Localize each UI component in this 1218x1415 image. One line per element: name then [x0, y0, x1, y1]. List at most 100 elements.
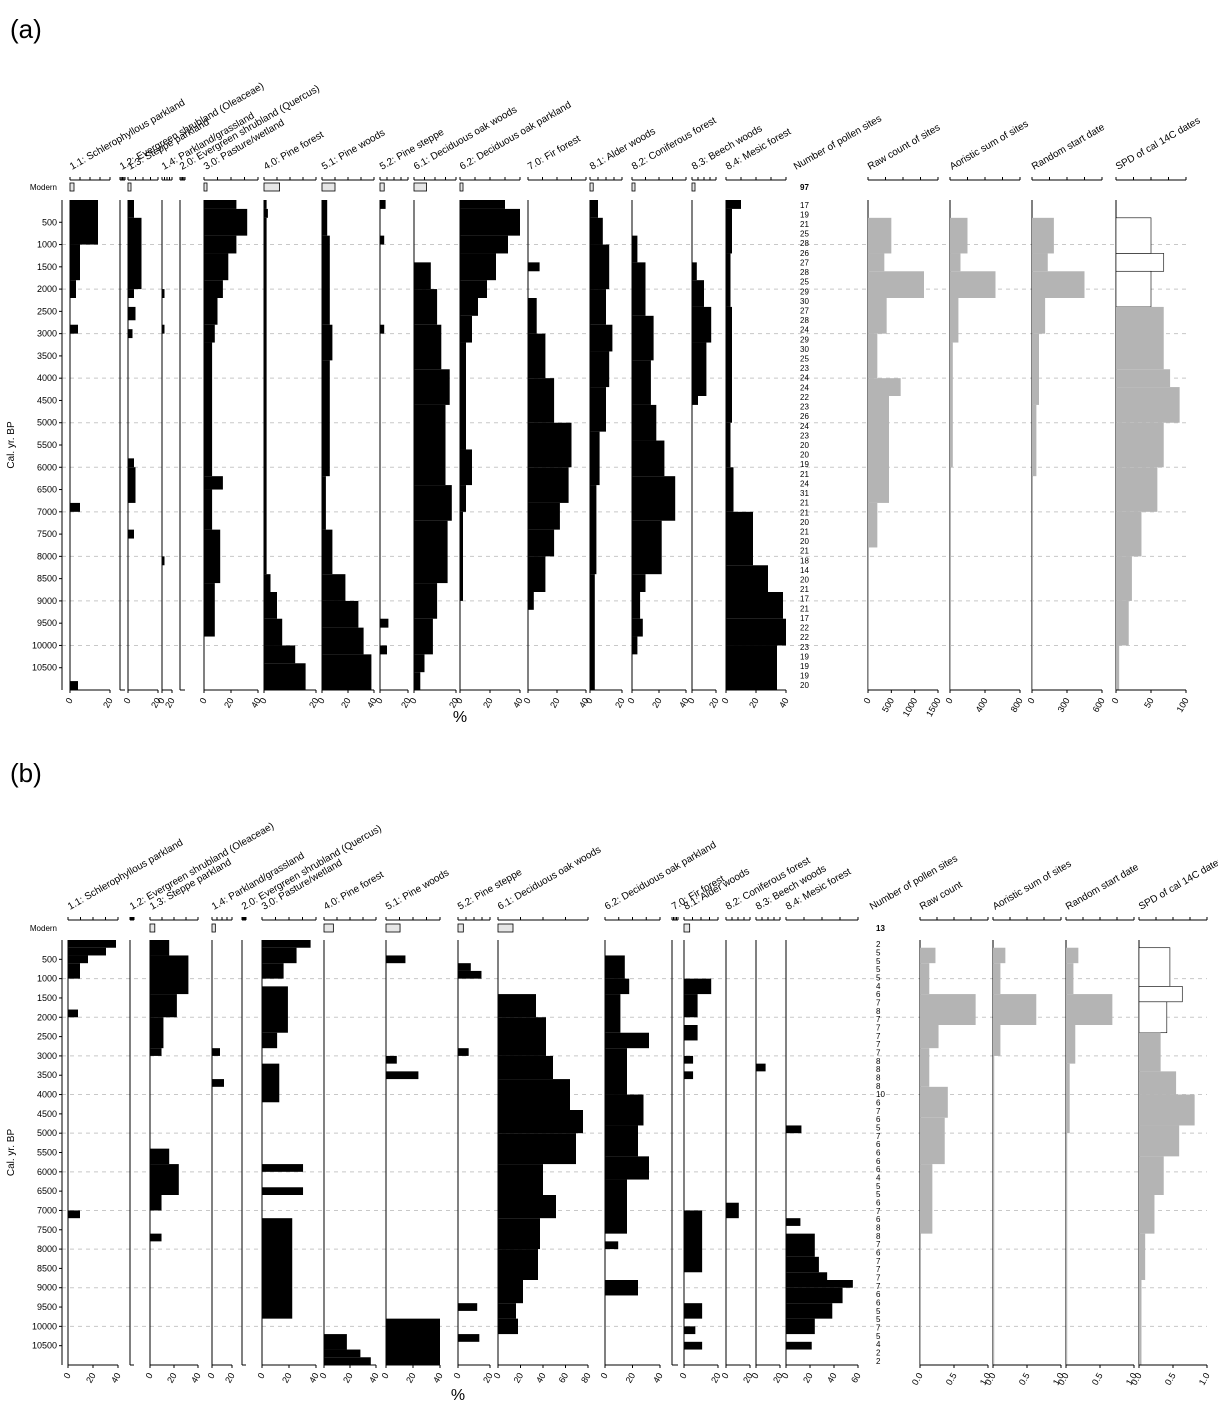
pct-bar: [150, 940, 170, 956]
summary-bar: [920, 994, 976, 1025]
pct-bar: [498, 1318, 518, 1335]
modern-bar: [413, 182, 428, 192]
n-sites-value: 19: [800, 662, 809, 671]
pct-bar: [460, 253, 496, 281]
pct-bar: [150, 955, 189, 995]
y-tick-label: 6000: [37, 1167, 57, 1177]
y-tick-label: 7500: [37, 1225, 57, 1235]
pct-bar: [414, 262, 431, 290]
pct-bar: [756, 1063, 766, 1072]
pct-bar: [460, 511, 463, 601]
summary-bar: [993, 963, 1001, 995]
pct-bar: [414, 324, 442, 370]
pct-bar: [204, 342, 213, 477]
n-sites-value: 8: [876, 1224, 881, 1233]
bottom-tick-label: 0: [62, 1371, 73, 1380]
bottom-tick-label: 20: [771, 1371, 785, 1385]
y-tick-label: 3500: [37, 351, 57, 361]
n-sites-value: 18: [800, 556, 809, 565]
summary-bar: [950, 271, 996, 298]
pct-bar: [322, 529, 333, 575]
pct-bar: [786, 1125, 802, 1134]
pct-bar: [684, 1303, 703, 1319]
summary-bar: [920, 963, 930, 995]
pct-bar: [684, 1326, 696, 1335]
bottom-tick-label: 20: [741, 1371, 755, 1385]
bottom-tick-label: 0: [584, 696, 595, 705]
summary-bar: [920, 1086, 948, 1118]
pct-bar: [726, 592, 783, 619]
pct-bar: [498, 1017, 546, 1056]
summary-bar: [1139, 1094, 1195, 1126]
modern-bar: [203, 182, 208, 192]
pct-bar: [590, 217, 603, 245]
summary-title: Random start date: [1030, 122, 1107, 173]
bottom-tick-label: 0.5: [1017, 1371, 1032, 1387]
n-sites-value: 8: [876, 1232, 881, 1241]
n-sites-value: 5: [876, 1182, 881, 1191]
n-sites-value: 20: [800, 576, 809, 585]
pct-bar: [460, 298, 478, 316]
n-sites-value: 20: [800, 681, 809, 690]
pct-bar: [264, 200, 267, 209]
bottom-tick-label: 40: [431, 1371, 445, 1385]
pct-bar: [590, 244, 610, 290]
pct-bar: [262, 940, 311, 948]
summary-bar: [920, 1117, 945, 1165]
y-axis-title: Cal. yr. BP: [6, 1129, 17, 1177]
bottom-tick-label: 0: [256, 1371, 267, 1380]
summary-bar: [868, 298, 887, 334]
pct-bar: [460, 315, 472, 343]
pct-bar: [590, 485, 597, 575]
pct-bar: [380, 235, 385, 245]
bottom-tick-label: 0: [374, 696, 385, 705]
n-sites-value: 24: [800, 383, 809, 392]
pct-bar: [726, 200, 741, 209]
summary-bar: [920, 1048, 930, 1087]
pct-bar: [726, 208, 732, 254]
pct-bar: [590, 289, 606, 325]
summary-bar: [993, 1055, 995, 1365]
n-sites-value: 21: [800, 585, 809, 594]
pct-bar: [528, 378, 555, 423]
pct-bar: [726, 467, 734, 512]
n-sites-value: 30: [800, 297, 809, 306]
pct-bar: [204, 324, 215, 343]
summary-bar: [920, 1025, 939, 1049]
pct-bar: [68, 940, 116, 948]
n-sites-value: 7: [876, 1049, 881, 1058]
summary-bar: [1116, 306, 1164, 370]
pct-bar: [162, 556, 165, 566]
bottom-tick-label: 20: [613, 696, 627, 710]
modern-bar: [127, 182, 132, 192]
y-tick-label: 8500: [37, 574, 57, 584]
modern-bar: [631, 182, 636, 192]
bottom-tick-label: 0: [318, 1371, 329, 1380]
n-sites-value: 7: [876, 1274, 881, 1283]
n-sites-value: 5: [876, 1315, 881, 1324]
y-tick-label: 7500: [37, 529, 57, 539]
pct-bar: [684, 1341, 703, 1350]
bottom-tick-label: 0.5: [1090, 1371, 1105, 1387]
pct-bar: [684, 1055, 694, 1064]
y-tick-label: 9000: [37, 1283, 57, 1293]
pct-bar: [150, 1164, 179, 1195]
summary-bar: [1066, 1133, 1068, 1365]
n-sites-value: 28: [800, 239, 809, 248]
n-sites-value: 21: [800, 220, 809, 229]
summary-bar: [868, 396, 889, 503]
bottom-tick-label: 20: [709, 1371, 723, 1385]
taxon-title: 4.0: Pine forest: [262, 129, 326, 172]
pct-bar: [68, 963, 80, 979]
n-sites-value: 2: [876, 940, 881, 949]
summary-bar: [1032, 404, 1037, 477]
pct-bar: [262, 963, 284, 979]
bottom-tick-label: 1.0: [1197, 1371, 1212, 1387]
bottom-tick-label: 40: [534, 1371, 548, 1385]
pct-bar: [386, 1318, 440, 1365]
pct-bar: [786, 1341, 812, 1350]
modern-bar: [683, 923, 691, 933]
